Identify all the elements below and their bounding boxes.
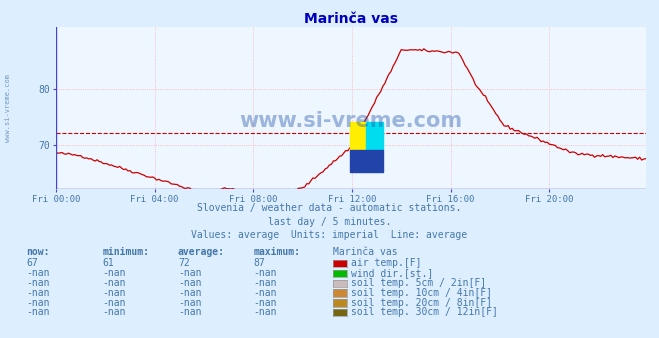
Bar <box>350 150 383 172</box>
Text: www.si-vreme.com: www.si-vreme.com <box>5 74 11 142</box>
Text: soil temp. 30cm / 12in[F]: soil temp. 30cm / 12in[F] <box>351 307 498 317</box>
Text: -nan: -nan <box>178 288 202 298</box>
Text: -nan: -nan <box>254 268 277 278</box>
Text: -nan: -nan <box>254 288 277 298</box>
Text: -nan: -nan <box>254 278 277 288</box>
Text: 72: 72 <box>178 258 190 268</box>
Text: maximum:: maximum: <box>254 247 301 257</box>
Text: -nan: -nan <box>102 268 126 278</box>
Text: -nan: -nan <box>178 307 202 317</box>
Text: -nan: -nan <box>102 307 126 317</box>
Text: 61: 61 <box>102 258 114 268</box>
Text: wind dir.[st.]: wind dir.[st.] <box>351 268 434 278</box>
Text: -nan: -nan <box>26 278 50 288</box>
Text: 67: 67 <box>26 258 38 268</box>
Text: -nan: -nan <box>102 278 126 288</box>
Text: now:: now: <box>26 247 50 257</box>
Text: -nan: -nan <box>254 307 277 317</box>
Text: soil temp. 5cm / 2in[F]: soil temp. 5cm / 2in[F] <box>351 278 486 288</box>
Text: Slovenia / weather data - automatic stations.: Slovenia / weather data - automatic stat… <box>197 203 462 213</box>
Text: -nan: -nan <box>26 307 50 317</box>
Text: 87: 87 <box>254 258 266 268</box>
Text: minimum:: minimum: <box>102 247 149 257</box>
Text: soil temp. 20cm / 8in[F]: soil temp. 20cm / 8in[F] <box>351 297 492 308</box>
Text: -nan: -nan <box>26 297 50 308</box>
Text: -nan: -nan <box>254 297 277 308</box>
Text: air temp.[F]: air temp.[F] <box>351 258 422 268</box>
Title: Marinča vas: Marinča vas <box>304 12 398 26</box>
Text: -nan: -nan <box>178 278 202 288</box>
Text: -nan: -nan <box>26 288 50 298</box>
Text: -nan: -nan <box>178 268 202 278</box>
Polygon shape <box>366 122 383 150</box>
Text: average:: average: <box>178 247 225 257</box>
Text: Values: average  Units: imperial  Line: average: Values: average Units: imperial Line: av… <box>191 230 468 240</box>
Text: www.si-vreme.com: www.si-vreme.com <box>239 111 463 131</box>
Text: -nan: -nan <box>102 297 126 308</box>
Polygon shape <box>350 122 366 150</box>
Text: -nan: -nan <box>26 268 50 278</box>
Text: last day / 5 minutes.: last day / 5 minutes. <box>268 217 391 227</box>
Text: soil temp. 10cm / 4in[F]: soil temp. 10cm / 4in[F] <box>351 288 492 298</box>
Text: -nan: -nan <box>102 288 126 298</box>
Text: -nan: -nan <box>178 297 202 308</box>
Text: Marinča vas: Marinča vas <box>333 247 397 257</box>
